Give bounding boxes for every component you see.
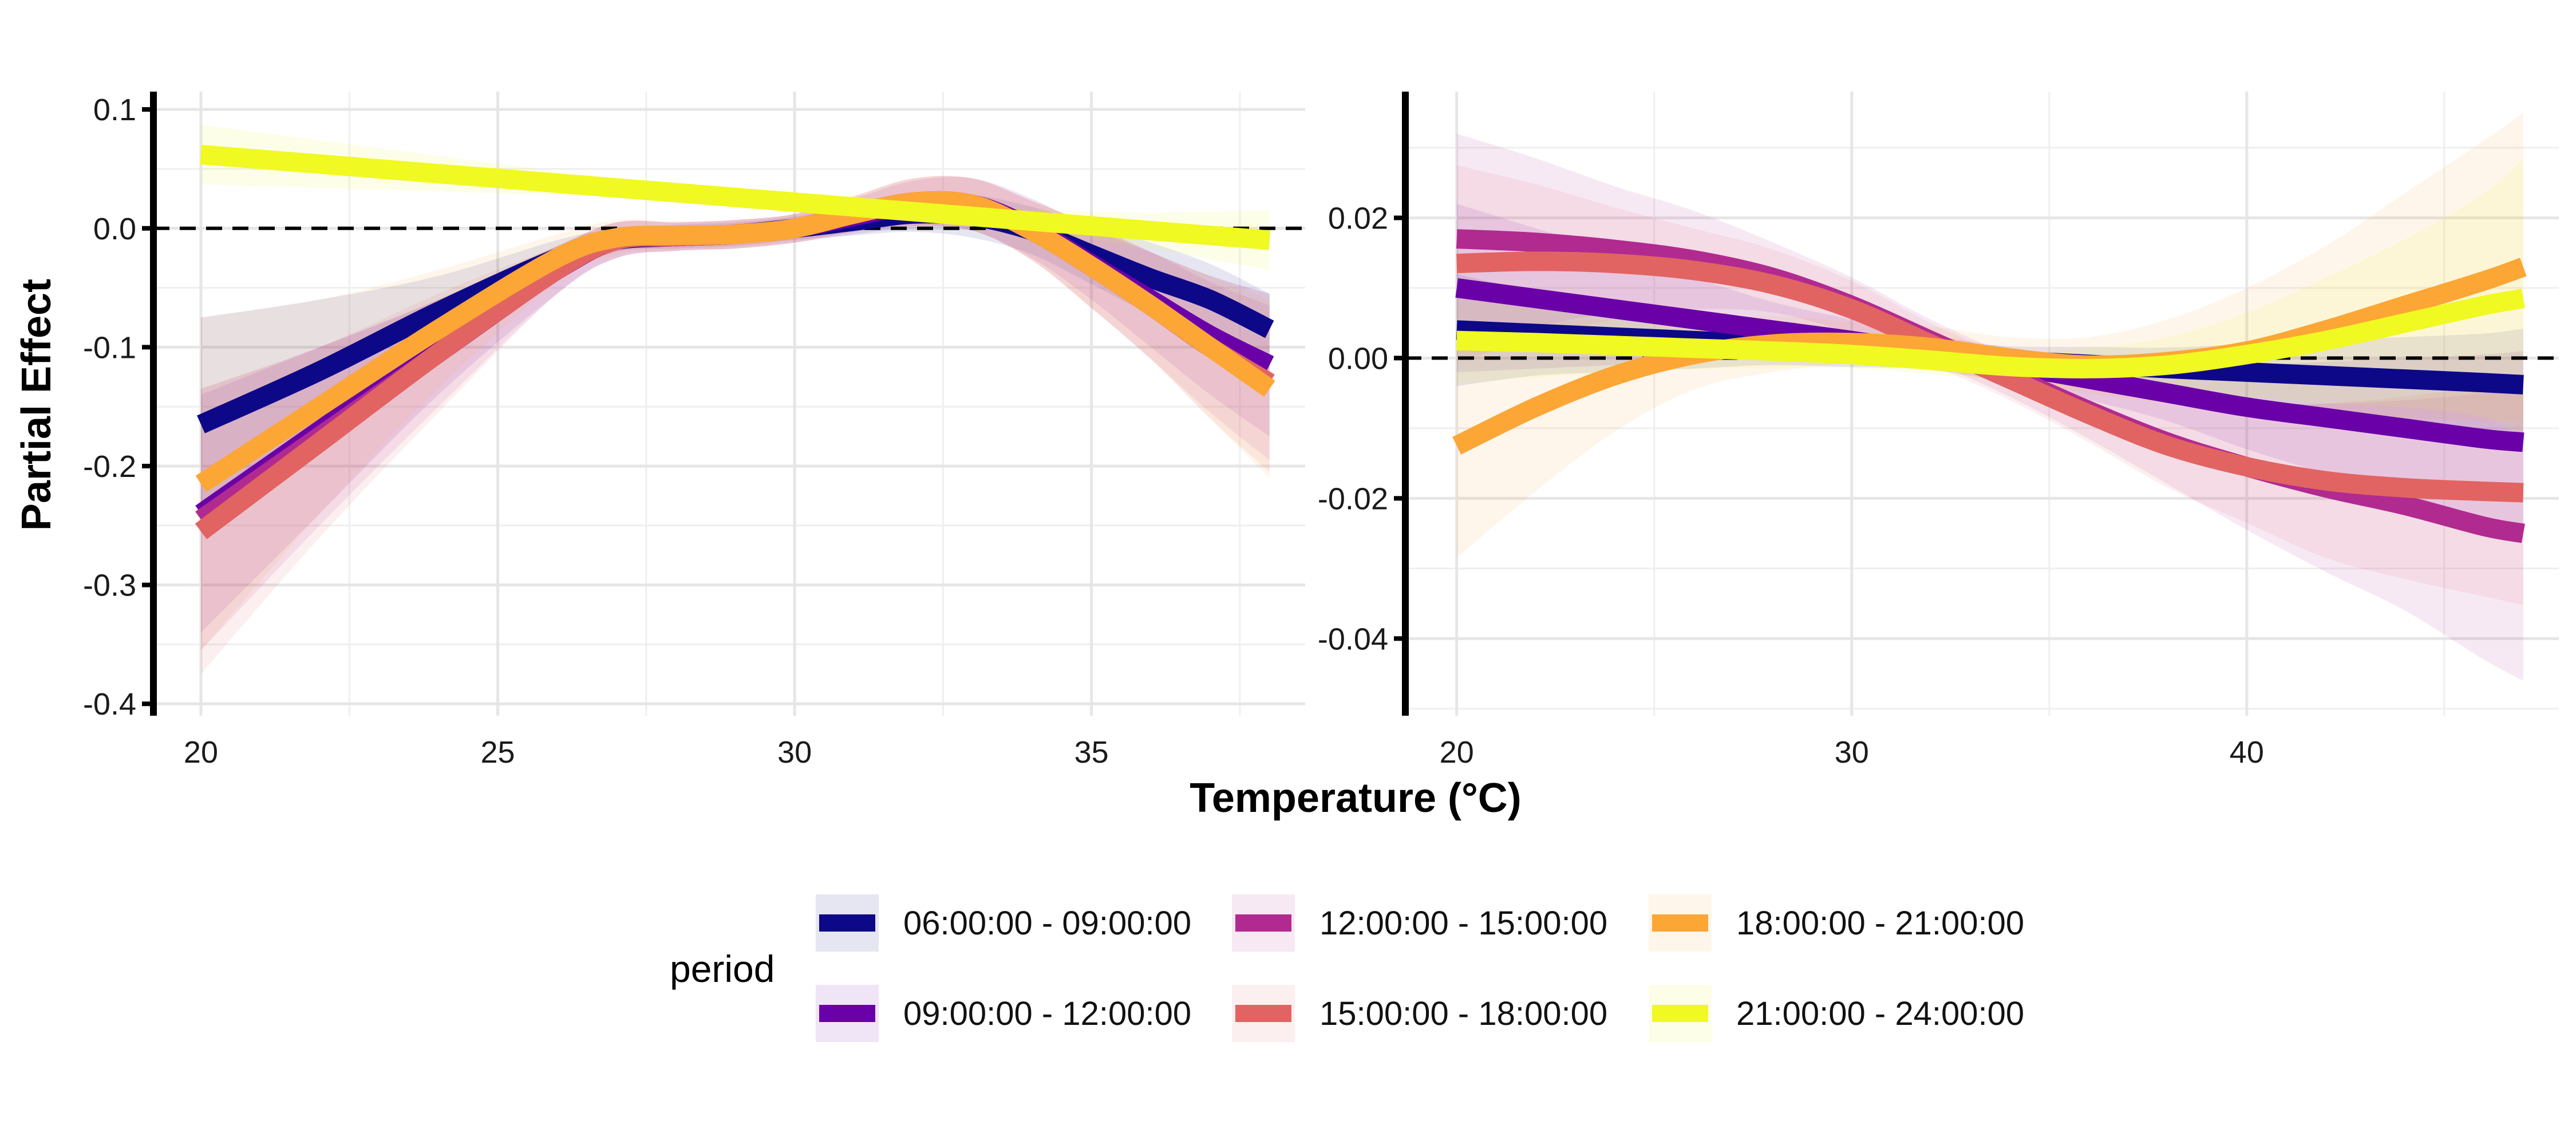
y-tick-label: -0.3: [83, 569, 136, 603]
legend: period 06:00:00 - 09:00:00 09:00:00 - 12:…: [670, 894, 2024, 1042]
series-line: [1456, 251, 2524, 503]
y-tick-label: 0.00: [1328, 341, 1388, 376]
y-tick-label: -0.4: [83, 687, 136, 721]
x-tick-label: 30: [1835, 735, 1869, 770]
series-line: [195, 191, 1275, 492]
left-panel: 0.1 0.0 -0.1 -0.2 -0.3 -0.4 20 25 30 35: [83, 92, 1305, 770]
y-tick-label: 0.02: [1328, 201, 1388, 235]
series-lines: [1452, 229, 2527, 543]
y-tick-label: -0.02: [1318, 482, 1388, 516]
legend-label: 06:00:00 - 09:00:00: [903, 905, 1191, 942]
legend-item: 21:00:00 - 24:00:00: [1649, 985, 2024, 1042]
series-line: [1456, 289, 2525, 378]
y-axis-title: Partial Effect: [14, 279, 60, 531]
confidence-ribbons: [1456, 112, 2523, 681]
x-tick-label: 40: [2230, 735, 2264, 770]
y-tick-label: -0.1: [83, 330, 136, 365]
legend-label: 09:00:00 - 12:00:00: [903, 995, 1191, 1032]
x-tick-label: 20: [184, 735, 218, 770]
legend-label: 18:00:00 - 21:00:00: [1736, 905, 2024, 942]
legend-label: 21:00:00 - 24:00:00: [1736, 995, 2024, 1032]
series-lines: [195, 145, 1275, 539]
x-tick-label: 25: [480, 735, 515, 770]
right-panel: 0.02 0.00 -0.02 -0.04 20 30 40: [1318, 92, 2559, 770]
legend-title: period: [670, 948, 775, 990]
legend-item: 15:00:00 - 18:00:00: [1232, 985, 1607, 1042]
legend-label: 15:00:00 - 18:00:00: [1319, 995, 1607, 1032]
x-axis-title: Temperature (°C): [1190, 775, 1522, 821]
y-tick-label: -0.2: [83, 449, 136, 484]
legend-item: 09:00:00 - 12:00:00: [816, 985, 1191, 1042]
y-tick-label: -0.04: [1318, 622, 1388, 656]
legend-label: 12:00:00 - 15:00:00: [1319, 905, 1607, 942]
y-tick-label: 0.0: [93, 212, 136, 246]
legend-item: 06:00:00 - 09:00:00: [816, 894, 1191, 952]
legend-item: 18:00:00 - 21:00:00: [1649, 894, 2024, 952]
x-tick-label: 35: [1074, 735, 1109, 770]
series-line: [200, 145, 1271, 250]
x-tick-label: 20: [1440, 735, 1474, 770]
legend-item: 12:00:00 - 15:00:00: [1232, 894, 1607, 952]
confidence-ribbon: [201, 194, 1270, 532]
x-tick-label: 30: [777, 735, 812, 770]
confidence-ribbon: [1456, 112, 2523, 558]
y-tick-label: 0.1: [93, 93, 136, 127]
